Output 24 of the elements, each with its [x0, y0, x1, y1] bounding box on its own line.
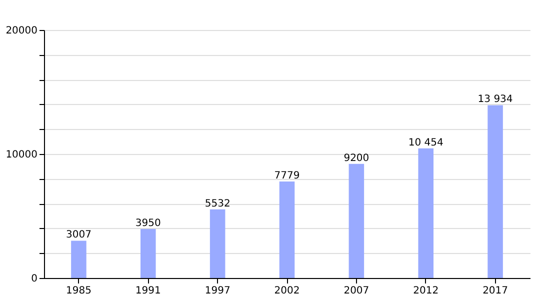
data-label: 10 454 [408, 137, 444, 148]
bar [418, 148, 434, 278]
data-label: 7779 [274, 170, 300, 182]
x-tick-label: 2017 [482, 286, 508, 296]
data-label: 9200 [344, 152, 370, 164]
bar [348, 164, 364, 278]
y-tick-label: 20000 [6, 26, 38, 36]
y-tick-label: 10000 [6, 150, 38, 160]
bar [279, 182, 295, 278]
data-label: 5532 [204, 198, 230, 210]
bar [71, 240, 86, 278]
data-label: 13 934 [478, 94, 513, 106]
bar [488, 105, 503, 278]
x-tick-label: 1991 [135, 286, 161, 296]
x-tick-label: 2007 [344, 286, 370, 296]
data-label: 3007 [66, 230, 92, 241]
x-tick-label: 1985 [66, 286, 92, 296]
y-tick-label: 0 [31, 274, 38, 284]
x-tick-label: 2012 [413, 286, 439, 296]
data-label: 3950 [135, 218, 161, 230]
bar [140, 229, 156, 278]
bar [210, 209, 226, 278]
x-tick-label: 1997 [204, 286, 230, 296]
x-tick-label: 2002 [274, 286, 300, 296]
